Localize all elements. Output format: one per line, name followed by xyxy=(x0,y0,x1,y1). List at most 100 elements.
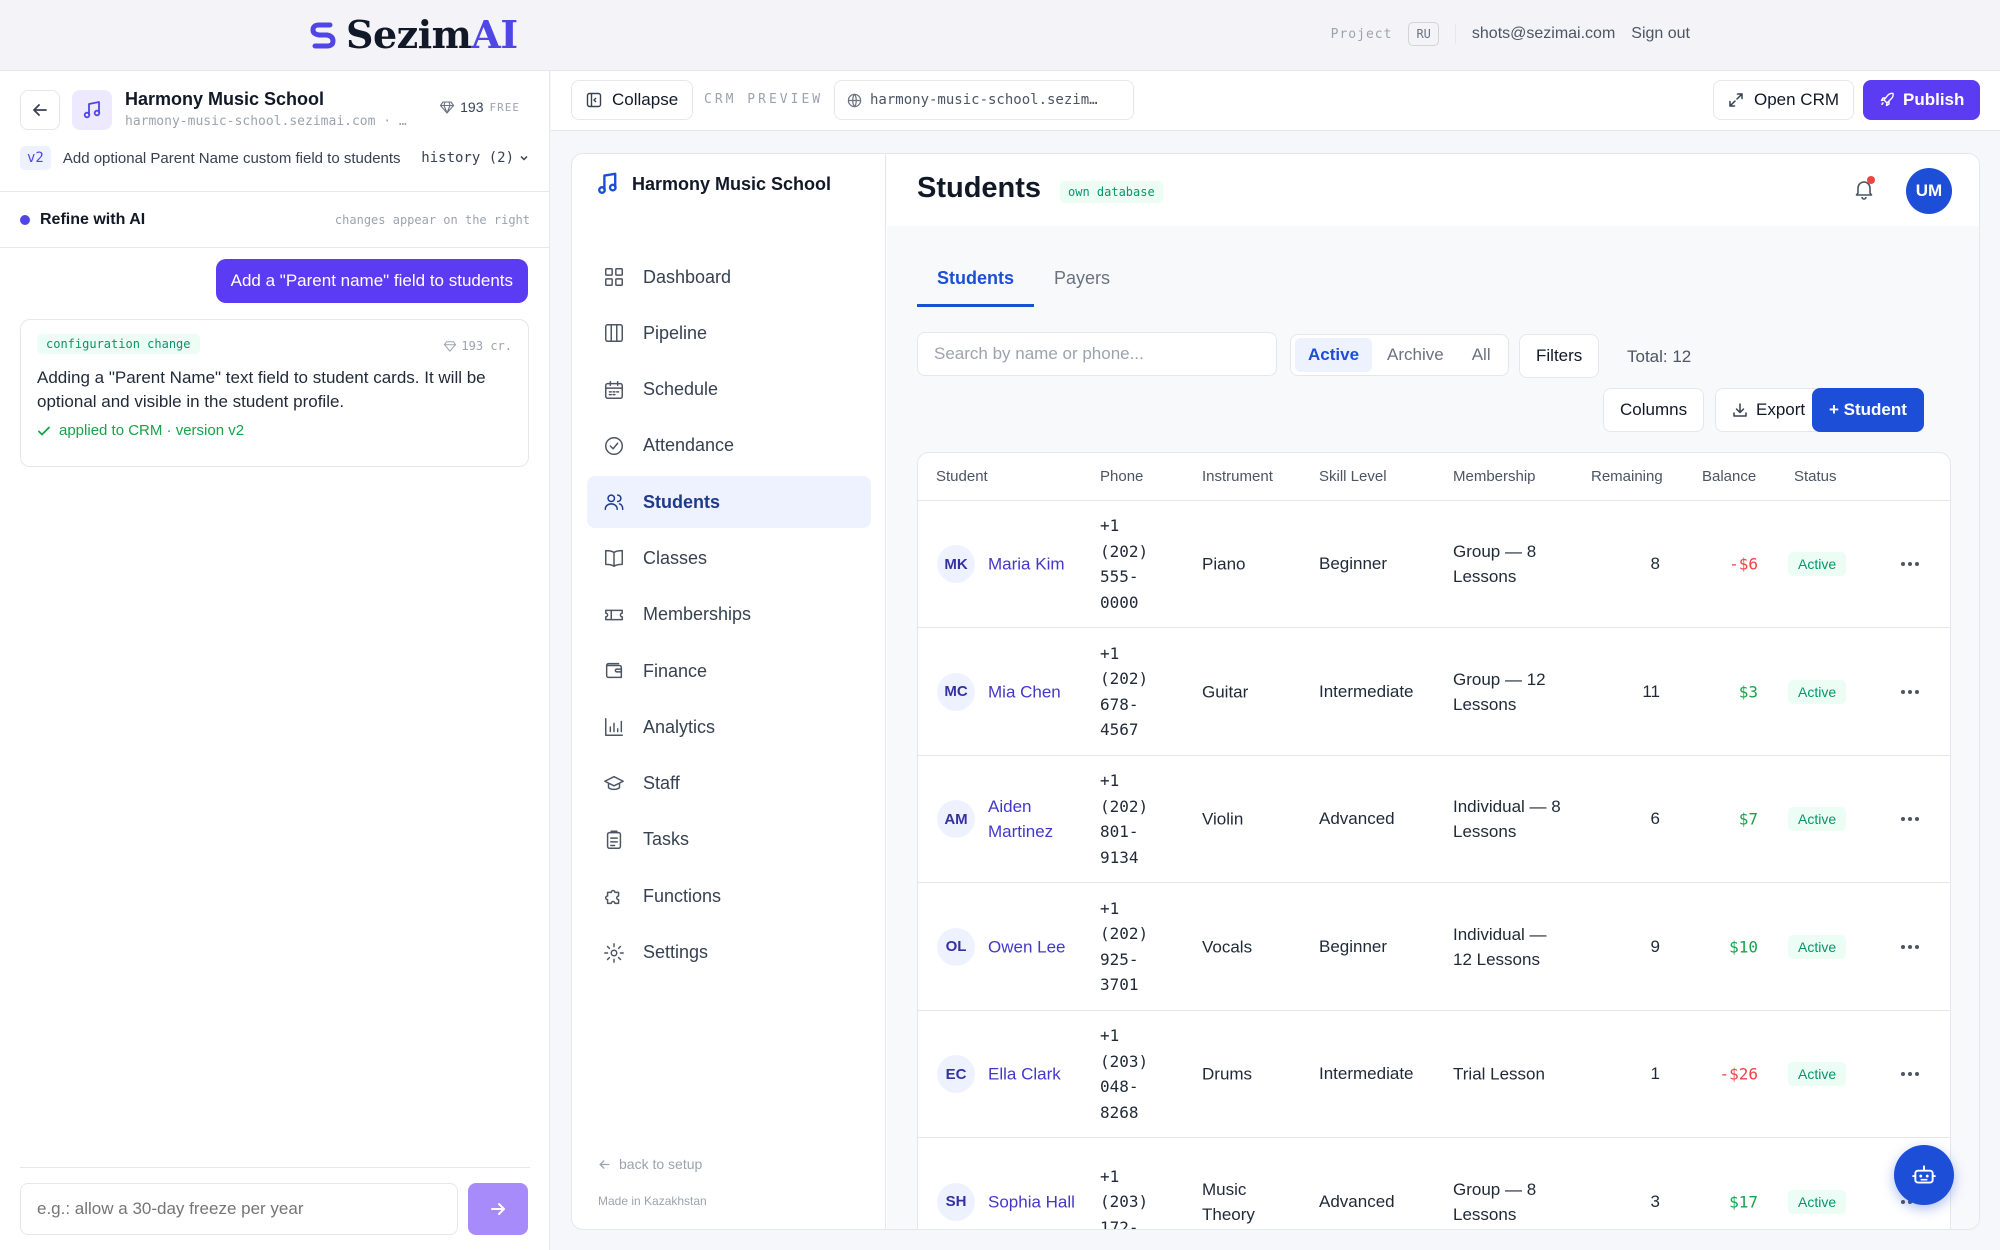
col-student[interactable]: Student xyxy=(936,468,988,485)
history-dropdown[interactable]: history (2) xyxy=(421,150,530,166)
preview-url[interactable]: harmony-music-school.sezim… xyxy=(834,80,1134,120)
plan-label: FREE xyxy=(489,100,520,114)
rocket-icon xyxy=(1880,92,1894,107)
table-row[interactable]: SH Sophia Hall +1 (203) 172- Music Theory Ad… xyxy=(918,1139,1950,1229)
crm-sidebar: Harmony Music School Dashboard Pipeline Sc… xyxy=(572,154,886,1229)
sidebar-item-analytics[interactable]: Analytics xyxy=(587,701,871,753)
crm-nav: Dashboard Pipeline Schedule Attendance Stude… xyxy=(587,251,871,983)
student-instrument: Piano xyxy=(1202,554,1246,574)
table-row[interactable]: OL Owen Lee +1 (202) 925-3701 Vocals Beginne… xyxy=(918,884,1950,1011)
sidebar-item-memberships[interactable]: Memberships xyxy=(587,589,871,641)
student-tabs: Students Payers xyxy=(917,259,1130,307)
student-name-link[interactable]: Mia Chen xyxy=(988,682,1061,701)
applied-status: applied to CRM · version v2 xyxy=(37,422,512,439)
sign-out-link[interactable]: Sign out xyxy=(1631,25,1690,42)
row-actions-button[interactable] xyxy=(1900,561,1920,567)
user-email: shots@sezimai.com xyxy=(1471,25,1616,42)
sidebar-item-finance[interactable]: Finance xyxy=(587,645,871,697)
student-balance: $10 xyxy=(1729,937,1758,956)
filter-active[interactable]: Active xyxy=(1295,338,1373,372)
sidebar-item-pipeline[interactable]: Pipeline xyxy=(587,307,871,359)
export-button[interactable]: Export xyxy=(1715,388,1823,432)
more-horizontal-icon xyxy=(1901,689,1919,694)
gem-icon xyxy=(444,341,457,352)
back-button[interactable] xyxy=(20,90,60,130)
collapse-button[interactable]: Collapse xyxy=(571,80,694,120)
student-name-link[interactable]: Owen Lee xyxy=(988,937,1066,956)
sidebar-item-students[interactable]: Students xyxy=(587,476,871,529)
notifications-button[interactable] xyxy=(1853,176,1875,200)
back-to-setup-link[interactable]: back to setup xyxy=(598,1156,702,1172)
user-avatar[interactable]: UM xyxy=(1906,168,1952,214)
student-name-link[interactable]: Sophia Hall xyxy=(988,1192,1075,1211)
lessons-remaining: 3 xyxy=(1650,1191,1660,1211)
back-to-setup-text: back to setup xyxy=(619,1156,703,1172)
columns-icon xyxy=(605,324,623,343)
status-badge: Active xyxy=(1788,1062,1847,1086)
sidebar-item-attendance[interactable]: Attendance xyxy=(587,420,871,472)
columns-button[interactable]: Columns xyxy=(1603,388,1705,432)
card-credits-text: 193 cr. xyxy=(461,339,512,353)
col-status[interactable]: Status xyxy=(1794,468,1837,485)
col-balance[interactable]: Balance xyxy=(1702,468,1757,485)
refine-header: Refine with AI changes appear on the rig… xyxy=(0,191,550,248)
filter-all[interactable]: All xyxy=(1471,345,1491,364)
col-membership[interactable]: Membership xyxy=(1453,468,1536,485)
tab-students[interactable]: Students xyxy=(917,259,1035,307)
sidebar-item-tasks[interactable]: Tasks xyxy=(587,814,871,866)
divider xyxy=(1454,24,1456,44)
project-name: Harmony Music School xyxy=(125,89,325,109)
row-actions-button[interactable] xyxy=(1900,1071,1920,1077)
table-row[interactable]: AM Aiden Martinez +1 (202) 801-9134 Violin A… xyxy=(918,756,1950,883)
student-balance: $17 xyxy=(1729,1192,1758,1211)
add-student-button[interactable]: + Student xyxy=(1812,388,1924,432)
refine-hint: changes appear on the right xyxy=(334,212,530,227)
puzzle-icon xyxy=(605,890,620,905)
version-description: Add optional Parent Name custom field to… xyxy=(62,149,401,167)
ticket-icon xyxy=(605,609,623,621)
row-actions-button[interactable] xyxy=(1900,689,1920,695)
sidebar-item-dashboard[interactable]: Dashboard xyxy=(587,251,871,303)
users-icon xyxy=(604,494,624,511)
sidebar-item-settings[interactable]: Settings xyxy=(587,927,871,979)
col-skill-level[interactable]: Skill Level xyxy=(1319,468,1387,485)
language-switch[interactable]: RU xyxy=(1408,22,1439,46)
row-actions-button[interactable] xyxy=(1900,944,1920,950)
tab-payers[interactable]: Payers xyxy=(1054,268,1111,288)
filter-archive[interactable]: Archive xyxy=(1387,345,1444,364)
student-avatar: MK xyxy=(937,545,975,583)
search-input[interactable]: Search by name or phone... xyxy=(917,332,1277,376)
student-avatar: SH xyxy=(937,1182,975,1221)
sidebar-item-classes[interactable]: Classes xyxy=(587,532,871,584)
row-actions-button[interactable] xyxy=(1900,816,1920,822)
arrow-left-icon xyxy=(33,104,47,116)
sidebar-item-label: Attendance xyxy=(643,435,735,456)
col-instrument[interactable]: Instrument xyxy=(1202,468,1273,485)
student-name-link[interactable]: Ella Clark xyxy=(988,1064,1061,1084)
publish-button[interactable]: Publish xyxy=(1863,80,1981,120)
filters-button[interactable]: Filters xyxy=(1519,334,1600,378)
table-row[interactable]: EC Ella Clark +1 (203) 048-8268 Drums Interm… xyxy=(918,1011,1950,1138)
lessons-remaining: 11 xyxy=(1642,681,1660,701)
user-message-bubble: Add a "Parent name" field to students xyxy=(215,259,528,303)
student-membership: Group — 8 Lessons xyxy=(1453,1179,1537,1224)
student-name-link[interactable]: Aiden Martinez xyxy=(988,797,1054,841)
open-crm-button[interactable]: Open CRM xyxy=(1713,80,1855,120)
col-phone[interactable]: Phone xyxy=(1100,468,1144,485)
crm-brand[interactable]: Harmony Music School xyxy=(596,172,831,196)
sidebar-item-staff[interactable]: Staff xyxy=(587,758,871,810)
sezimai-logo[interactable]: SezimAI xyxy=(310,12,518,57)
send-button[interactable] xyxy=(468,1183,528,1235)
clipboard-icon xyxy=(606,830,622,849)
col-remaining[interactable]: Remaining xyxy=(1591,468,1663,485)
table-row[interactable]: MC Mia Chen +1 (202) 678-4567 Guitar Interme… xyxy=(918,629,1950,756)
sidebar-item-schedule[interactable]: Schedule xyxy=(587,364,871,416)
sidebar-item-functions[interactable]: Functions xyxy=(587,870,871,922)
ai-assistant-button[interactable] xyxy=(1894,1145,1954,1205)
student-skill-level: Advanced xyxy=(1319,1191,1395,1211)
calendar-icon xyxy=(605,380,623,399)
student-name-link[interactable]: Maria Kim xyxy=(988,554,1065,574)
table-row[interactable]: MK Maria Kim +1 (202) 555-0000 Piano Beginne… xyxy=(918,501,1950,628)
prompt-input[interactable] xyxy=(20,1183,458,1235)
sidebar-item-label: Classes xyxy=(643,547,708,568)
